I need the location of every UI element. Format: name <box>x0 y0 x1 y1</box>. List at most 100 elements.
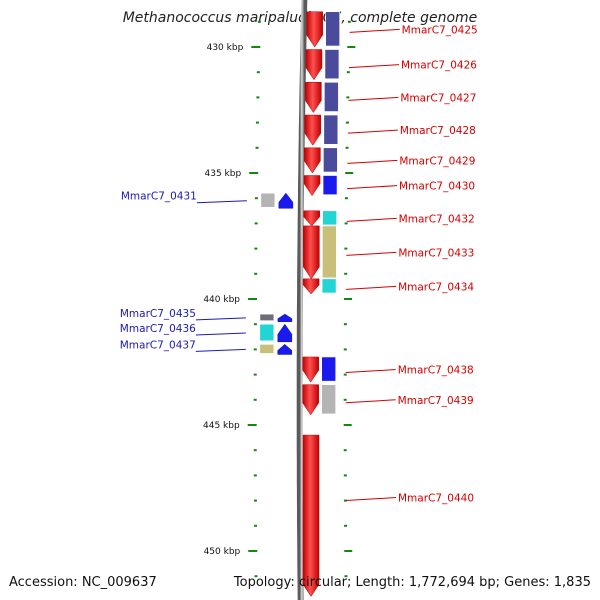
cog-box <box>260 192 276 208</box>
label-connector <box>196 200 247 204</box>
gene-label-mmarc7-0439: MmarC7_0439 <box>398 395 474 407</box>
label-connector <box>347 129 398 134</box>
left-tick-mark <box>254 524 258 527</box>
accession-label: Accession: NC_009637 <box>9 575 157 590</box>
forward-gene-arrow <box>302 434 320 597</box>
gene-labels: MmarC7_0425 MmarC7_0426 MmarC7_0427 MmarC7_… <box>120 24 478 504</box>
gene-label-mmarc7-0426: MmarC7_0426 <box>401 60 477 72</box>
right-tick-mark <box>347 20 351 23</box>
right-tick-mark <box>345 172 354 174</box>
gene-label-mmarc7-0438: MmarC7_0438 <box>398 365 474 377</box>
forward-gene-arrow <box>303 210 320 227</box>
left-tick-mark <box>247 424 257 426</box>
label-connector <box>347 185 398 190</box>
left-tick-mark <box>254 272 258 275</box>
left-tick-mark <box>253 323 257 326</box>
forward-gene-arrow <box>303 225 320 280</box>
right-tick-mark <box>345 146 349 149</box>
forward-gene-arrow <box>306 11 323 48</box>
scale-tick-label: 435 kbp <box>205 169 242 179</box>
cog-box <box>321 278 337 294</box>
forward-gene-arrow <box>304 114 322 146</box>
left-tick-mark <box>257 20 261 23</box>
gene-track <box>277 11 323 597</box>
forward-gene-arrow <box>305 49 323 81</box>
right-tick-mark <box>346 71 350 74</box>
gene-label-mmarc7-0432: MmarC7_0432 <box>399 213 475 225</box>
right-tick-mark <box>343 424 352 426</box>
cog-box <box>259 323 275 342</box>
forward-gene-arrow <box>305 82 322 113</box>
forward-gene-arrow <box>304 147 321 174</box>
left-tick-mark <box>255 146 259 149</box>
backbone-line <box>296 0 308 600</box>
reverse-gene-arrow <box>277 323 293 343</box>
topology-label: Topology: circular; Length: 1,772,694 bp… <box>233 575 591 590</box>
cog-box <box>325 11 340 47</box>
left-tick-mark <box>251 46 261 48</box>
cog-box <box>321 356 337 382</box>
left-tick-mark <box>253 373 257 376</box>
forward-gene-arrow <box>303 175 321 197</box>
label-connector <box>345 369 396 374</box>
cog-track <box>259 11 340 415</box>
left-tick-mark <box>249 172 259 174</box>
scale-tick-label: 450 kbp <box>204 547 241 557</box>
left-tick-mark <box>253 398 257 401</box>
gene-label-mmarc7-0428: MmarC7_0428 <box>400 125 476 137</box>
right-tick-mark <box>344 272 348 275</box>
left-tick-mark <box>255 121 259 124</box>
left-tick-mark <box>253 499 257 502</box>
right-tick-mark <box>343 373 347 376</box>
cog-box <box>322 225 337 279</box>
gene-label-mmarc7-0437: MmarC7_0437 <box>120 339 196 351</box>
cog-box <box>323 114 339 145</box>
cog-box <box>323 147 338 173</box>
genome-backbone <box>296 0 308 600</box>
cog-box <box>322 175 338 195</box>
label-connector <box>195 332 246 336</box>
gene-label-mmarc7-0436: MmarC7_0436 <box>120 323 196 335</box>
gene-label-mmarc7-0425: MmarC7_0425 <box>402 24 478 36</box>
forward-gene-arrow <box>302 384 319 416</box>
right-tick-mark <box>344 247 348 250</box>
left-tick-mark <box>256 96 260 99</box>
left-tick-mark <box>253 449 257 452</box>
scale-ticks: 430 kbp 435 kbp 440 kbp 445 kbp 450 kbp <box>203 20 356 578</box>
right-tick-mark <box>344 524 348 527</box>
gene-label-mmarc7-0430: MmarC7_0430 <box>399 181 475 193</box>
gene-label-mmarc7-0431: MmarC7_0431 <box>121 191 197 203</box>
right-tick-mark <box>344 197 348 200</box>
right-tick-mark <box>345 121 349 124</box>
label-connector <box>195 317 246 321</box>
label-connector <box>348 96 399 101</box>
right-tick-mark <box>343 449 347 452</box>
reverse-gene-arrow <box>278 192 294 209</box>
right-tick-mark <box>344 550 353 552</box>
label-connector <box>195 348 246 352</box>
right-tick-mark <box>343 398 347 401</box>
left-tick-mark <box>254 222 258 225</box>
reverse-gene-arrow <box>277 344 293 355</box>
label-connector <box>346 285 397 290</box>
genome-title: Methanococcus maripaludis C7, complete g… <box>122 10 478 26</box>
right-tick-mark <box>343 499 347 502</box>
label-connector <box>348 64 399 69</box>
left-tick-mark <box>254 197 258 200</box>
gene-label-mmarc7-0429: MmarC7_0429 <box>399 155 475 167</box>
left-tick-mark <box>256 71 260 74</box>
gene-label-mmarc7-0440: MmarC7_0440 <box>398 493 474 505</box>
cog-box <box>322 210 337 226</box>
right-tick-mark <box>346 96 350 99</box>
cog-box <box>324 49 340 80</box>
right-tick-mark <box>344 222 348 225</box>
reverse-gene-arrow <box>277 313 293 322</box>
right-tick-mark <box>347 46 356 48</box>
gene-label-mmarc7-0435: MmarC7_0435 <box>120 308 196 320</box>
left-tick-mark <box>253 348 257 351</box>
gene-label-mmarc7-0434: MmarC7_0434 <box>398 281 474 293</box>
scale-tick-label: 430 kbp <box>207 43 244 53</box>
right-tick-mark <box>344 575 348 578</box>
label-connector <box>345 497 397 502</box>
label-connector <box>346 251 397 256</box>
